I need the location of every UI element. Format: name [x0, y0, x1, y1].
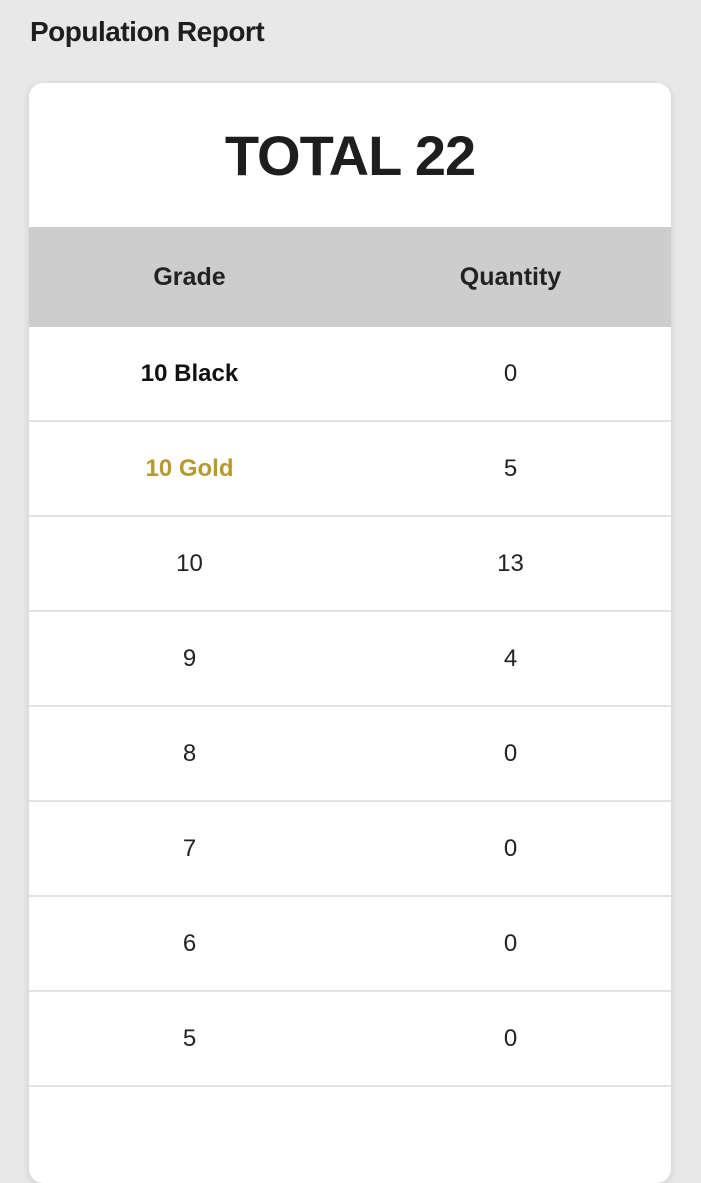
grade-cell: 10 Black: [140, 359, 239, 387]
quantity-cell: 0: [503, 359, 518, 387]
grade-cell: 5: [182, 1024, 197, 1052]
table-row: 10 13: [29, 517, 671, 612]
grade-cell: 6: [182, 929, 197, 957]
column-header-grade: Grade: [153, 262, 226, 291]
quantity-cell: 5: [503, 454, 518, 482]
quantity-cell: 4: [503, 644, 518, 672]
table-row: 10 Gold 5: [29, 422, 671, 517]
quantity-cell: 13: [497, 549, 524, 577]
grade-cell: 7: [182, 834, 197, 862]
total-count: TOTAL 22: [224, 123, 476, 187]
grade-cell: 9: [182, 644, 197, 672]
page-title: Population Report: [30, 16, 265, 47]
column-header-quantity: Quantity: [459, 262, 562, 291]
table-row: 10 Black 0: [29, 327, 671, 422]
quantity-cell: 0: [503, 929, 518, 957]
grade-cell: 10: [176, 549, 203, 577]
quantity-cell: 0: [503, 1024, 518, 1052]
population-report-card: TOTAL 22 Grade Quantity 10 Black 0 10 Gold…: [29, 83, 671, 1183]
grade-cell: 8: [182, 739, 197, 767]
quantity-cell: 0: [503, 834, 518, 862]
table-header: Grade Quantity: [29, 227, 671, 327]
grade-cell: 10 Gold: [145, 454, 234, 482]
table-body: 10 Black 0 10 Gold 5 10 13 9 4 8 0 7 0 6 0 5 0: [29, 327, 671, 1087]
quantity-cell: 0: [503, 739, 518, 767]
